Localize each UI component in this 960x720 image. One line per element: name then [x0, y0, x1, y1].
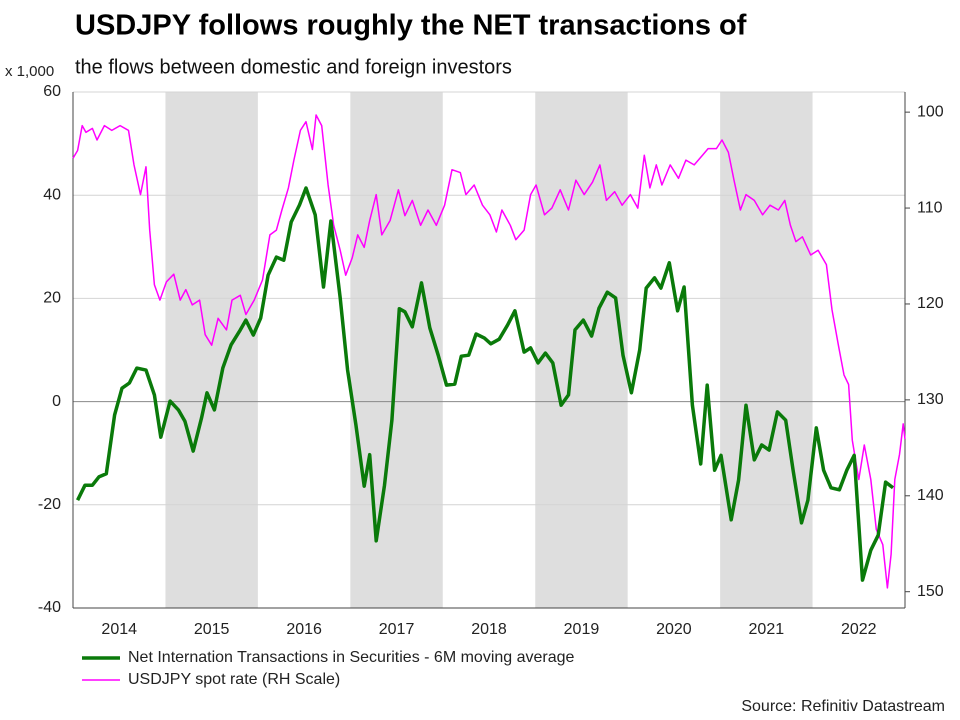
x-tick-label: 2019: [564, 621, 600, 638]
y2-tick-label: 150: [917, 583, 944, 600]
y-tick-label: 0: [52, 393, 61, 410]
shaded-band: [165, 92, 258, 608]
source: Source: Refinitiv Datastream: [741, 698, 945, 715]
x-tick-label: 2022: [841, 621, 877, 638]
chart-title: USDJPY follows roughly the NET transacti…: [75, 10, 747, 42]
y-tick-label: 60: [43, 83, 61, 100]
legend-label: Net Internation Transactions in Securiti…: [128, 649, 575, 666]
y2-tick-label: 130: [917, 391, 944, 408]
shaded-band: [720, 92, 813, 608]
y-tick-label: -40: [38, 599, 61, 616]
y-unit-label: x 1,000: [5, 63, 54, 80]
y2-tick-label: 140: [917, 487, 944, 504]
y2-tick-label: 110: [917, 199, 943, 216]
y-tick-label: 40: [43, 186, 61, 203]
series-line: [72, 114, 906, 589]
x-tick-label: 2021: [749, 621, 785, 638]
x-tick-label: 2015: [194, 621, 230, 638]
x-tick-label: 2014: [101, 621, 137, 638]
y-tick-label: -20: [38, 496, 61, 513]
y-tick-label: 20: [43, 290, 61, 307]
y2-tick-label: 100: [917, 103, 944, 120]
legend-label: USDJPY spot rate (RH Scale): [128, 671, 340, 688]
x-tick-label: 2016: [286, 621, 322, 638]
series-line: [76, 186, 895, 582]
shaded-band: [535, 92, 628, 608]
x-tick-label: 2018: [471, 621, 507, 638]
x-tick-label: 2017: [379, 621, 415, 638]
y2-tick-label: 120: [917, 295, 944, 312]
x-tick-label: 2020: [656, 621, 692, 638]
chart-subtitle: the flows between domestic and foreign i…: [75, 56, 512, 78]
